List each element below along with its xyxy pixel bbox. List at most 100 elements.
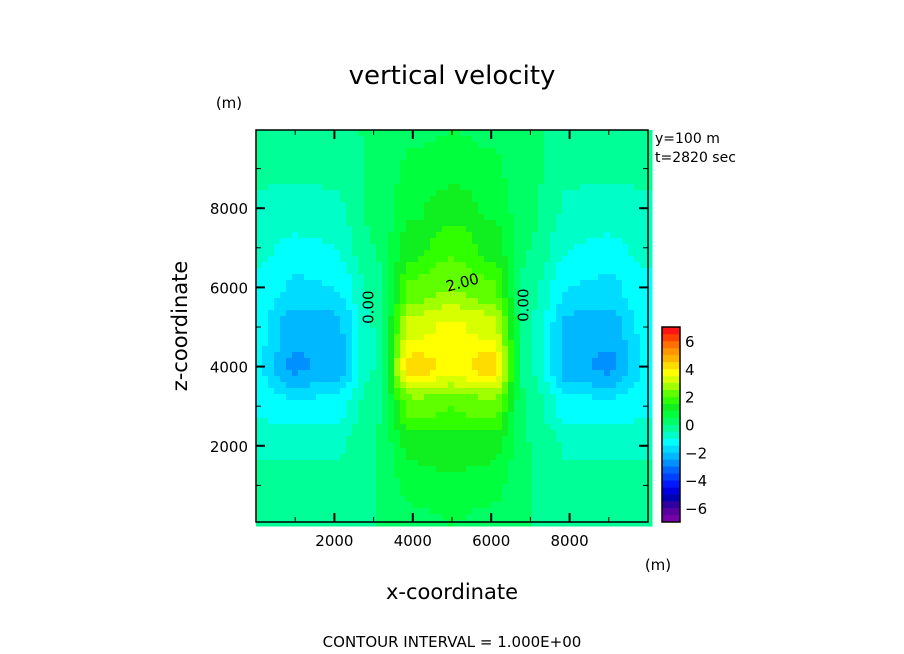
heatmap-cell <box>622 400 629 407</box>
heatmap-cell <box>388 430 395 437</box>
heatmap-cell <box>448 370 455 377</box>
heatmap-cell <box>538 346 545 353</box>
heatmap-cell <box>262 232 269 239</box>
heatmap-cell <box>280 238 287 245</box>
heatmap-cell <box>568 334 575 341</box>
heatmap-cell <box>268 178 275 185</box>
heatmap-cell <box>388 238 395 245</box>
heatmap-cell <box>334 178 341 185</box>
heatmap-cell <box>496 328 503 335</box>
heatmap-cell <box>502 436 509 443</box>
heatmap-cell <box>424 232 431 239</box>
heatmap-cell <box>490 388 497 395</box>
heatmap-cell <box>598 328 605 335</box>
heatmap-cell <box>604 178 611 185</box>
heatmap-cell <box>322 172 329 179</box>
heatmap-cell <box>544 166 551 173</box>
heatmap-cell <box>550 292 557 299</box>
heatmap-cell <box>304 166 311 173</box>
heatmap-cell <box>628 334 635 341</box>
heatmap-cell <box>442 466 449 473</box>
heatmap-cell <box>640 136 647 143</box>
heatmap-cell <box>550 442 557 449</box>
heatmap-cell <box>490 406 497 413</box>
heatmap-cell <box>460 292 467 299</box>
heatmap-cell <box>316 286 323 293</box>
heatmap-cell <box>262 472 269 479</box>
heatmap-cell <box>328 484 335 491</box>
heatmap-cell <box>622 520 629 527</box>
heatmap-cell <box>604 490 611 497</box>
heatmap-cell <box>424 400 431 407</box>
heatmap-cell <box>562 232 569 239</box>
heatmap-cell <box>478 220 485 227</box>
heatmap-cell <box>352 148 359 155</box>
heatmap-cell <box>274 382 281 389</box>
heatmap-cell <box>568 136 575 143</box>
heatmap-cell <box>274 292 281 299</box>
heatmap-cell <box>556 514 563 521</box>
heatmap-cell <box>364 370 371 377</box>
heatmap-cell <box>256 334 263 341</box>
heatmap-cell <box>370 364 377 371</box>
heatmap-cell <box>634 244 641 251</box>
heatmap-cell <box>598 136 605 143</box>
heatmap-cell <box>346 178 353 185</box>
heatmap-cell <box>622 412 629 419</box>
heatmap-cell <box>286 292 293 299</box>
heatmap-cell <box>634 502 641 509</box>
heatmap-cell <box>346 394 353 401</box>
heatmap-cell <box>334 514 341 521</box>
heatmap-cell <box>310 484 317 491</box>
heatmap-cell <box>610 286 617 293</box>
heatmap-cell <box>256 196 263 203</box>
heatmap-cell <box>334 406 341 413</box>
heatmap-cell <box>544 490 551 497</box>
heatmap-cell <box>466 430 473 437</box>
heatmap-cell <box>496 508 503 515</box>
heatmap-cell <box>580 358 587 365</box>
heatmap-cell <box>316 520 323 527</box>
heatmap-cell <box>298 514 305 521</box>
heatmap-cell <box>454 136 461 143</box>
heatmap-cell <box>478 172 485 179</box>
heatmap-cell <box>610 520 617 527</box>
heatmap-cell <box>310 142 317 149</box>
heatmap-cell <box>436 304 443 311</box>
heatmap-cell <box>616 136 623 143</box>
heatmap-cell <box>586 208 593 215</box>
heatmap-cell <box>370 352 377 359</box>
heatmap-cell <box>280 520 287 527</box>
heatmap-cell <box>502 484 509 491</box>
heatmap-cell <box>448 430 455 437</box>
heatmap-cell <box>352 466 359 473</box>
heatmap-cell <box>640 514 647 521</box>
heatmap-cell <box>544 502 551 509</box>
heatmap-cell <box>298 412 305 419</box>
heatmap-cell <box>364 412 371 419</box>
heatmap-cell <box>502 262 509 269</box>
heatmap-cell <box>580 166 587 173</box>
heatmap-cell <box>364 196 371 203</box>
heatmap-cell <box>394 256 401 263</box>
heatmap-cell <box>634 202 641 209</box>
heatmap-cell <box>604 262 611 269</box>
heatmap-cell <box>568 418 575 425</box>
heatmap-cell <box>346 346 353 353</box>
heatmap-cell <box>466 454 473 461</box>
heatmap-cell <box>646 412 653 419</box>
heatmap-cell <box>550 268 557 275</box>
heatmap-cell <box>610 466 617 473</box>
heatmap-cell <box>358 358 365 365</box>
heatmap-cell <box>478 460 485 467</box>
heatmap-cell <box>634 136 641 143</box>
heatmap-cell <box>526 322 533 329</box>
heatmap-cell <box>388 490 395 497</box>
heatmap-cell <box>556 376 563 383</box>
heatmap-cell <box>514 292 521 299</box>
heatmap-cell <box>532 142 539 149</box>
heatmap-cell <box>286 448 293 455</box>
heatmap-cell <box>592 424 599 431</box>
heatmap-cell <box>394 130 401 137</box>
heatmap-cell <box>478 412 485 419</box>
